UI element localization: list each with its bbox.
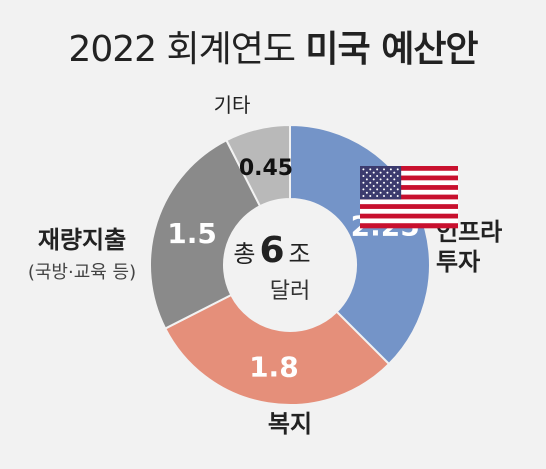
slice-category-label: 재량지출 (국방·교육 등) [28,226,136,283]
slice-category-label: 인프라 투자 [436,218,502,276]
slice-value-label: 1.5 [167,217,217,250]
svg-text:총 6 조: 총 6 조 [233,230,310,271]
title-emphasis: 미국 예산안 [305,29,478,70]
us-flag-icon [360,166,458,229]
donut-slice [163,293,391,406]
donut-slice [149,138,262,330]
center-suffix: 조 [289,240,311,268]
slice-category-label: 복지 [268,410,312,438]
chart-title: 2022 회계연도 미국 예산안 [0,20,546,72]
center-value: 6 [259,230,284,271]
slice-value-label: 1.8 [249,351,299,384]
title-prefix: 2022 회계연도 [68,29,296,70]
slice-value-label: 0.45 [239,156,293,181]
donut-slice [225,123,291,208]
center-prefix: 총 [233,240,255,268]
slice-category-label: 기타 [214,93,251,117]
center-unit: 달러 [270,279,310,304]
